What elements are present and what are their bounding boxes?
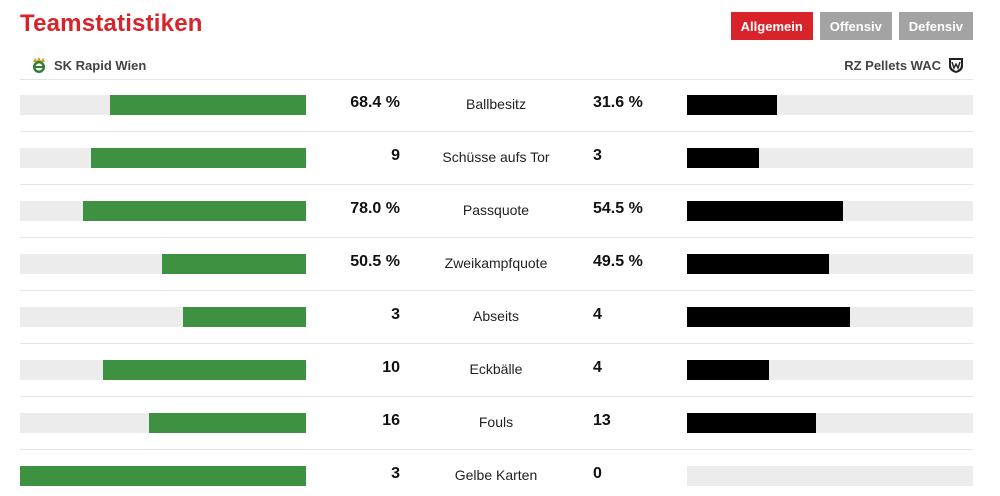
stat-label: Schüsse aufs Tor [442, 149, 550, 165]
away-value: 54.5 % [593, 200, 643, 217]
team-names-row: SK Rapid Wien RZ Pellets WAC [20, 50, 973, 80]
home-value: 9 [391, 147, 400, 164]
away-bar [687, 95, 777, 115]
home-value: 3 [391, 306, 400, 323]
tab-defensiv[interactable]: Defensiv [898, 12, 973, 40]
away-value: 13 [593, 412, 611, 429]
stat-label: Passquote [462, 202, 530, 218]
home-value: 78.0 % [350, 200, 400, 217]
row-divider [20, 290, 973, 291]
row-divider [20, 131, 973, 132]
away-value: 4 [593, 359, 602, 376]
home-value: 16 [382, 412, 400, 429]
row-divider [20, 396, 973, 397]
stats-header: Teamstatistiken Allgemein Offensiv Defen… [20, 8, 980, 44]
away-bar [687, 201, 843, 221]
page-title: Teamstatistiken [20, 10, 203, 37]
away-bar-track [687, 413, 973, 433]
stat-row: 16 Fouls 13 [0, 397, 1000, 450]
away-value: 4 [593, 306, 602, 323]
home-bar [183, 307, 306, 327]
row-divider [20, 343, 973, 344]
stat-row: 78.0 % Passquote 54.5 % [0, 185, 1000, 238]
away-bar [687, 360, 769, 380]
away-value: 3 [593, 147, 602, 164]
wac-crest-icon [947, 56, 965, 74]
home-bar [162, 254, 306, 274]
home-value: 68.4 % [350, 94, 400, 111]
home-bar-track [20, 307, 306, 327]
away-bar-track [687, 254, 973, 274]
away-bar [687, 254, 829, 274]
home-value: 50.5 % [350, 253, 400, 270]
home-bar [91, 148, 306, 168]
away-bar-track [687, 95, 973, 115]
home-bar-track [20, 360, 306, 380]
stats-tabs: Allgemein Offensiv Defensiv [730, 12, 973, 40]
row-divider [20, 449, 973, 450]
stat-label: Zweikampfquote [444, 255, 548, 271]
home-bar [110, 95, 306, 115]
away-bar [687, 307, 850, 327]
row-divider [20, 184, 973, 185]
stat-label: Eckbälle [469, 361, 523, 377]
away-value: 49.5 % [593, 253, 643, 270]
home-bar-track [20, 254, 306, 274]
away-team: RZ Pellets WAC [844, 56, 965, 74]
away-bar-track [687, 360, 973, 380]
stat-row: 3 Gelbe Karten 0 [0, 450, 1000, 496]
home-team-name: SK Rapid Wien [54, 57, 147, 73]
stat-label: Fouls [478, 414, 514, 430]
home-bar-track [20, 466, 306, 486]
home-bar [20, 466, 306, 486]
stat-row: 68.4 % Ballbesitz 31.6 % [0, 79, 1000, 132]
away-bar [687, 148, 759, 168]
away-value: 0 [593, 465, 602, 482]
away-bar-track [687, 307, 973, 327]
tab-allgemein[interactable]: Allgemein [730, 12, 813, 40]
home-bar [149, 413, 306, 433]
stat-row: 10 Eckbälle 4 [0, 344, 1000, 397]
away-bar-track [687, 148, 973, 168]
stat-row: 50.5 % Zweikampfquote 49.5 % [0, 238, 1000, 291]
home-bar [83, 201, 306, 221]
away-value: 31.6 % [593, 94, 643, 111]
away-bar [687, 413, 816, 433]
away-bar-track [687, 201, 973, 221]
away-team-name: RZ Pellets WAC [844, 57, 941, 73]
stat-label: Ballbesitz [466, 96, 526, 112]
home-value: 10 [382, 359, 400, 376]
home-bar [103, 360, 306, 380]
stat-row: 9 Schüsse aufs Tor 3 [0, 132, 1000, 185]
rapid-crest-icon [30, 56, 48, 74]
stat-row: 3 Abseits 4 [0, 291, 1000, 344]
row-divider [20, 237, 973, 238]
stat-label: Abseits [473, 308, 519, 324]
home-bar-track [20, 148, 306, 168]
stat-label: Gelbe Karten [454, 467, 538, 483]
home-bar-track [20, 413, 306, 433]
tab-offensiv[interactable]: Offensiv [819, 12, 892, 40]
home-bar-track [20, 95, 306, 115]
home-bar-track [20, 201, 306, 221]
home-team: SK Rapid Wien [30, 56, 146, 74]
away-bar-track [687, 466, 973, 486]
home-value: 3 [391, 465, 400, 482]
